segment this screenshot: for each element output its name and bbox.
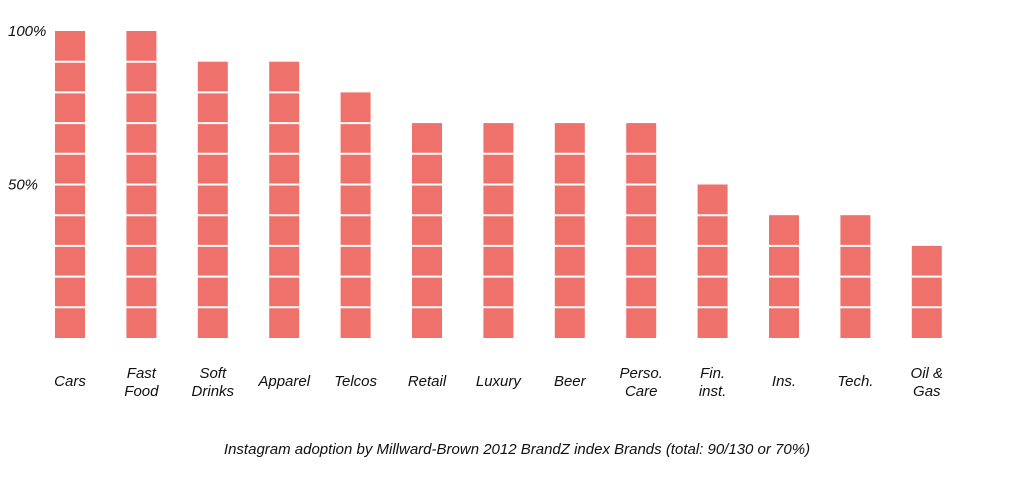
bar [412, 123, 442, 338]
bar [340, 92, 371, 339]
bar [554, 123, 585, 338]
x-tick-label: Fin. inst. [699, 365, 727, 400]
x-tick-label: Retail [408, 373, 447, 390]
bar-rect [483, 123, 514, 338]
bar [840, 215, 871, 338]
bar [911, 245, 942, 338]
bar [269, 61, 300, 338]
x-tick-label: Cars [54, 373, 86, 390]
x-tick-label: Oil & Gas [911, 365, 944, 400]
bar-rect [697, 184, 728, 338]
chart-title: Instagram adoption by Millward-Brown 201… [223, 441, 811, 458]
y-axis-ticks: 100% 50% [8, 23, 46, 194]
bar-rect [412, 123, 442, 338]
bar-rect [554, 123, 585, 338]
x-tick-label: Tech. [837, 373, 873, 390]
x-axis-labels: Cars Fast Food Soft Drinks Apparel Telcos Retai… [54, 365, 943, 400]
bar-rect [269, 61, 300, 338]
bar-rect [626, 123, 657, 338]
bar [769, 215, 799, 338]
bars [55, 31, 942, 339]
bar [626, 123, 657, 338]
y-tick-label: 50% [8, 177, 38, 194]
x-tick-label: Telcos [334, 373, 377, 390]
bar [55, 31, 85, 338]
x-tick-label: Soft Drinks [192, 365, 235, 400]
bar [126, 31, 157, 338]
y-tick-label: 100% [8, 23, 46, 40]
x-tick-label: Apparel [257, 373, 310, 390]
bar [483, 123, 514, 338]
x-tick-label: Ins. [772, 373, 796, 390]
x-tick-label: Perso. Care [620, 365, 663, 400]
x-tick-label: Luxury [476, 373, 523, 390]
bar-rect [911, 245, 942, 338]
bar [197, 61, 228, 338]
x-tick-label: Beer [554, 373, 587, 390]
bar [697, 184, 728, 338]
bar-chart: 100% 50% Cars Fast Food Soft Drinks Apparel Tel… [8, 23, 943, 400]
bar-rect [197, 61, 228, 338]
x-tick-label: Fast Food [124, 365, 159, 400]
